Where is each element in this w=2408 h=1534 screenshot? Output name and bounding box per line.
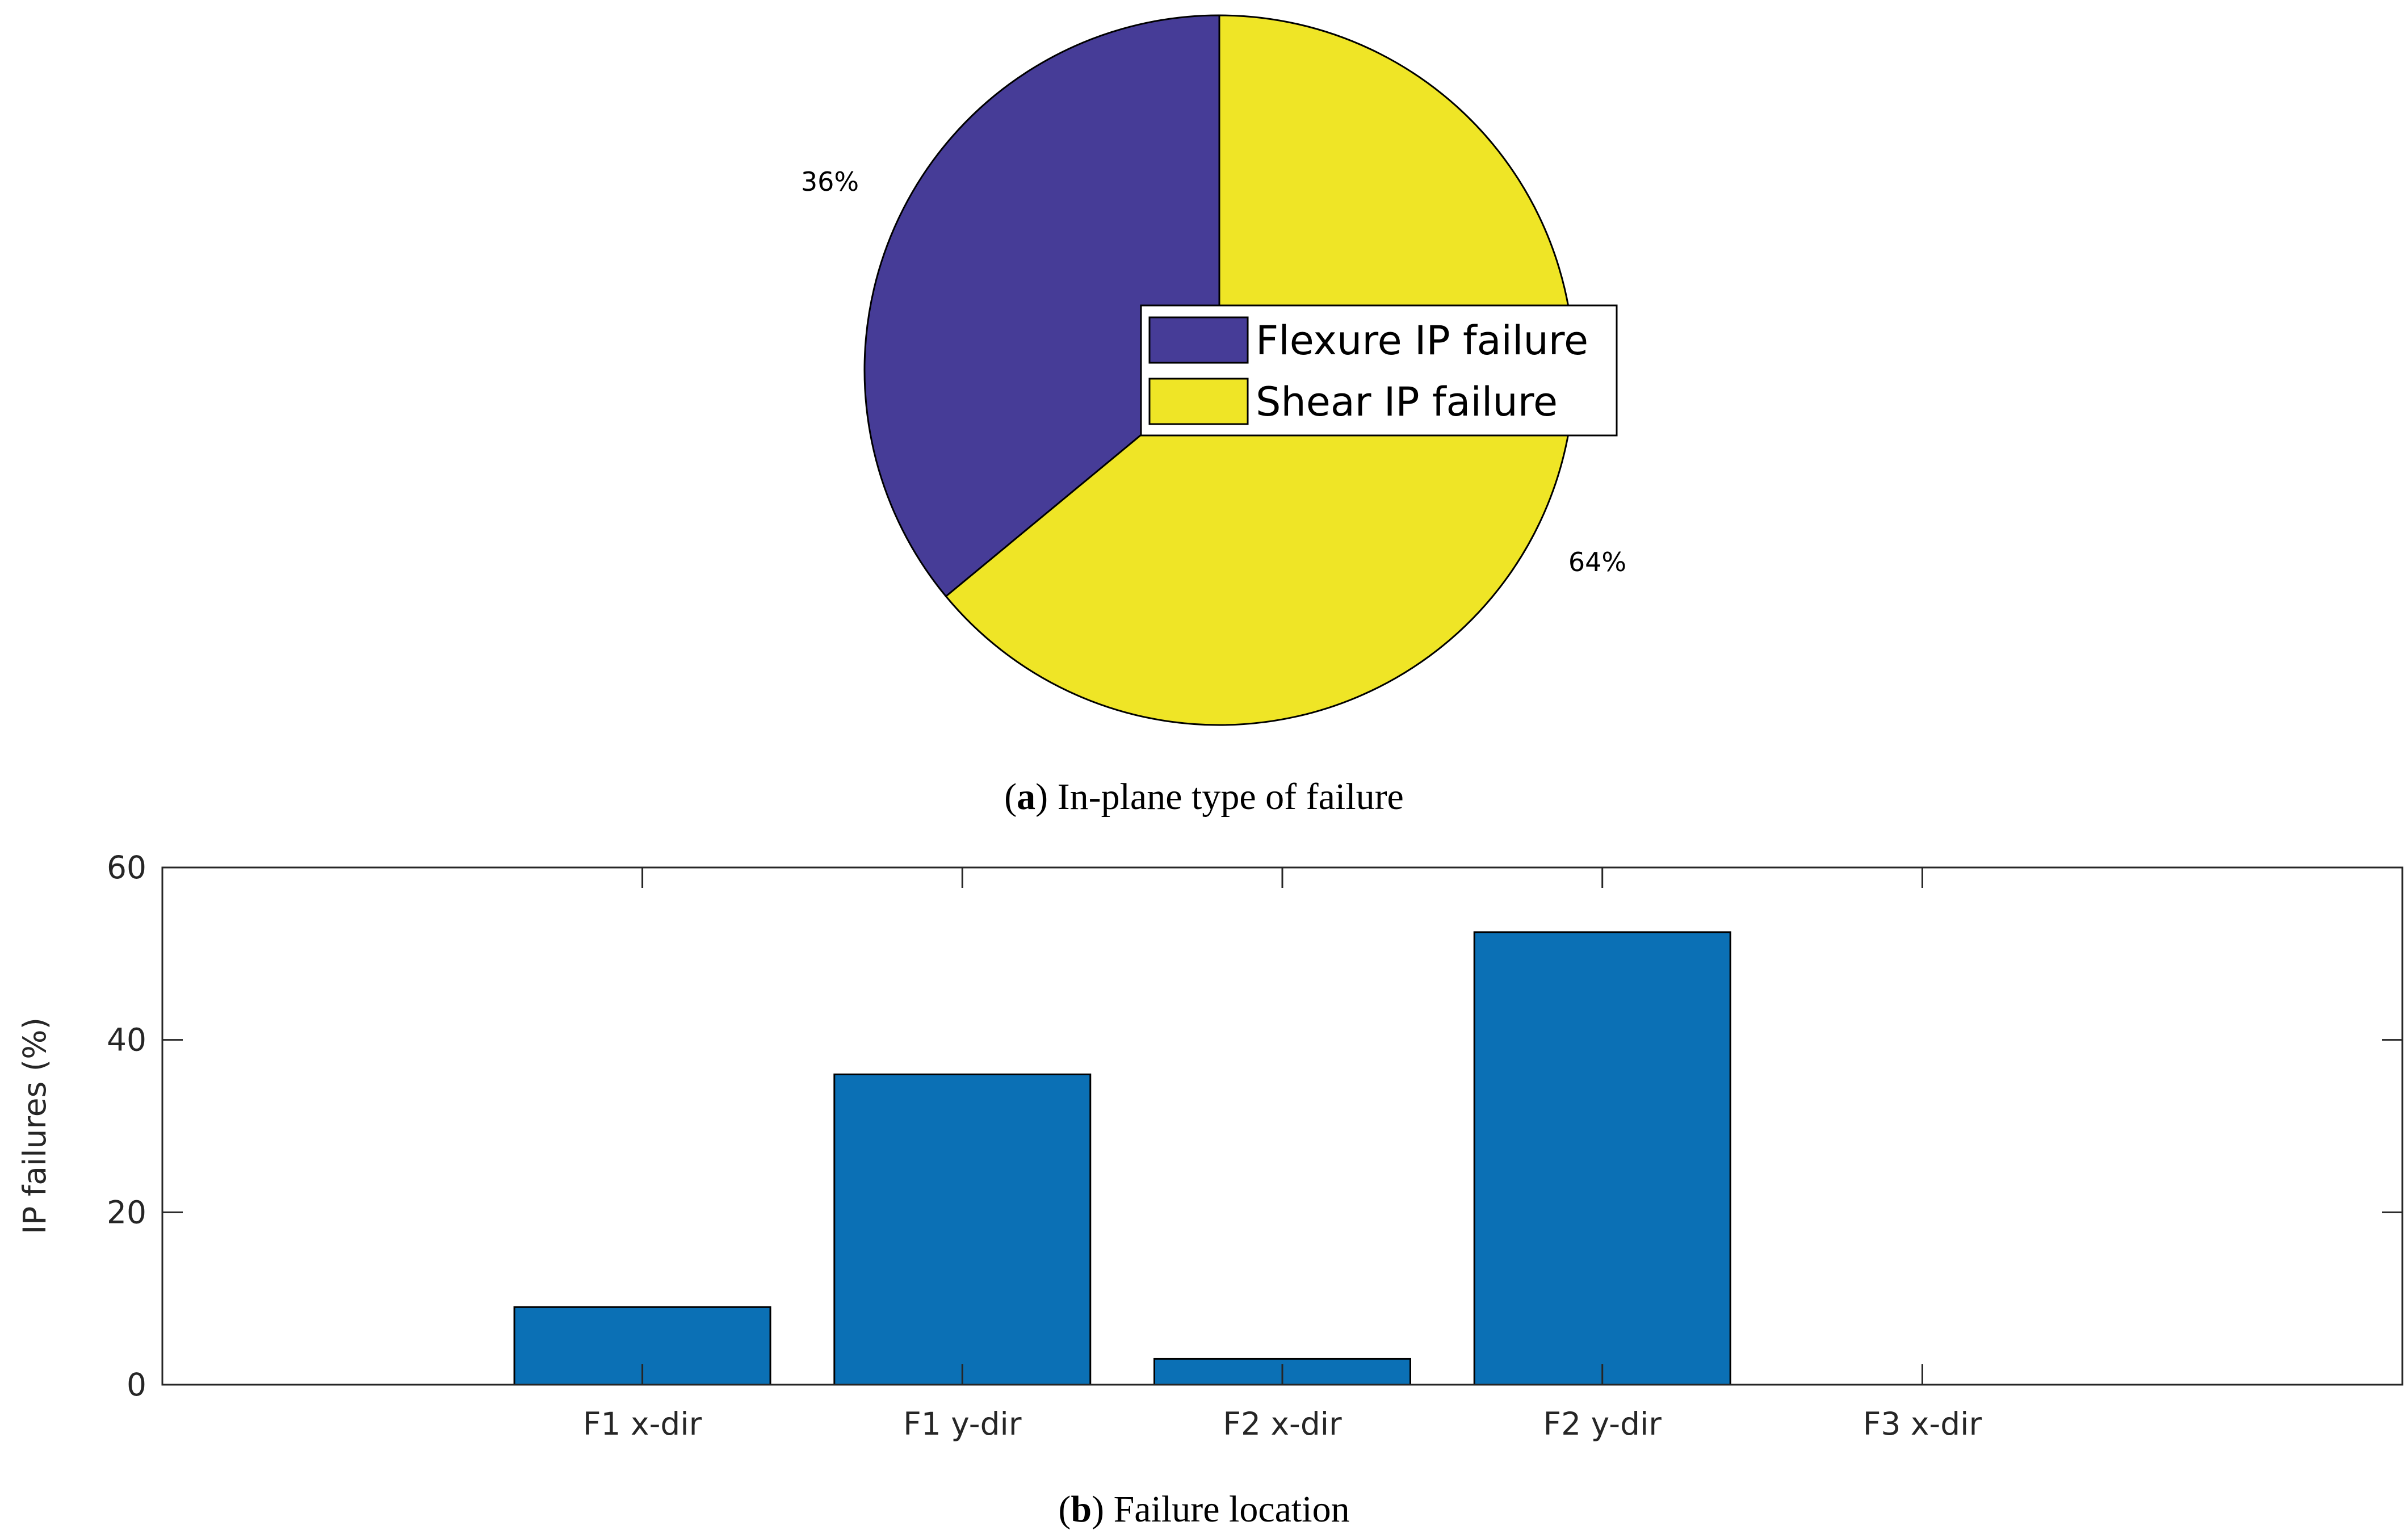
y-tick-label: 60 — [107, 849, 146, 886]
caption-b-text: Failure location — [1104, 1489, 1350, 1530]
x-tick-label: F1 x-dir — [583, 1406, 702, 1442]
y-tick-label: 0 — [127, 1367, 146, 1403]
x-tick-label: F2 x-dir — [1223, 1406, 1342, 1442]
y-axis-label: IP failures (%) — [16, 1017, 53, 1234]
legend-swatch-shear — [1148, 378, 1249, 425]
pie-slice-flexure — [863, 14, 1220, 598]
pie-legend: Flexure IP failure Shear IP failure — [1140, 304, 1618, 437]
pie-percent-label-shear: 64% — [1568, 547, 1626, 577]
plot-area — [162, 867, 2402, 1385]
bar-chart: 0 20 40 60 F1 x-dir F1 y-dir F2 x-dir F2 y-dir… — [16, 849, 2403, 1530]
caption-b: (b) Failure location — [1058, 1489, 1349, 1530]
y-tick-label: 20 — [107, 1194, 146, 1230]
x-tick-label: F1 y-dir — [903, 1406, 1022, 1442]
y-tick-label: 40 — [107, 1022, 146, 1058]
bar-f1-y-dir — [833, 1073, 1092, 1386]
pie-percent-label-flexure: 36% — [801, 166, 859, 197]
x-tick-label: F2 y-dir — [1543, 1406, 1662, 1442]
caption-a: (a) In-plane type of failure — [1004, 776, 1404, 818]
caption-a-text: In-plane type of failure — [1048, 776, 1404, 818]
x-tick-label: F3 x-dir — [1863, 1406, 1982, 1442]
axes-frame — [161, 866, 2403, 1386]
x-tick-labels: F1 x-dir F1 y-dir F2 x-dir F2 y-dir F3 x-dir — [583, 1406, 1982, 1442]
legend-label-flexure: Flexure IP failure — [1256, 317, 1588, 364]
bars — [513, 931, 1731, 1386]
bar-f2-y-dir — [1473, 931, 1731, 1386]
y-tick-labels: 0 20 40 60 — [107, 849, 146, 1403]
caption-b-letter: b — [1071, 1489, 1092, 1530]
legend-label-shear: Shear IP failure — [1256, 379, 1558, 425]
legend-swatch-flexure — [1148, 316, 1249, 364]
caption-a-letter: a — [1017, 776, 1035, 818]
pie-chart: 36% 64% Flexure IP failure Shear IP fail… — [801, 14, 1626, 818]
